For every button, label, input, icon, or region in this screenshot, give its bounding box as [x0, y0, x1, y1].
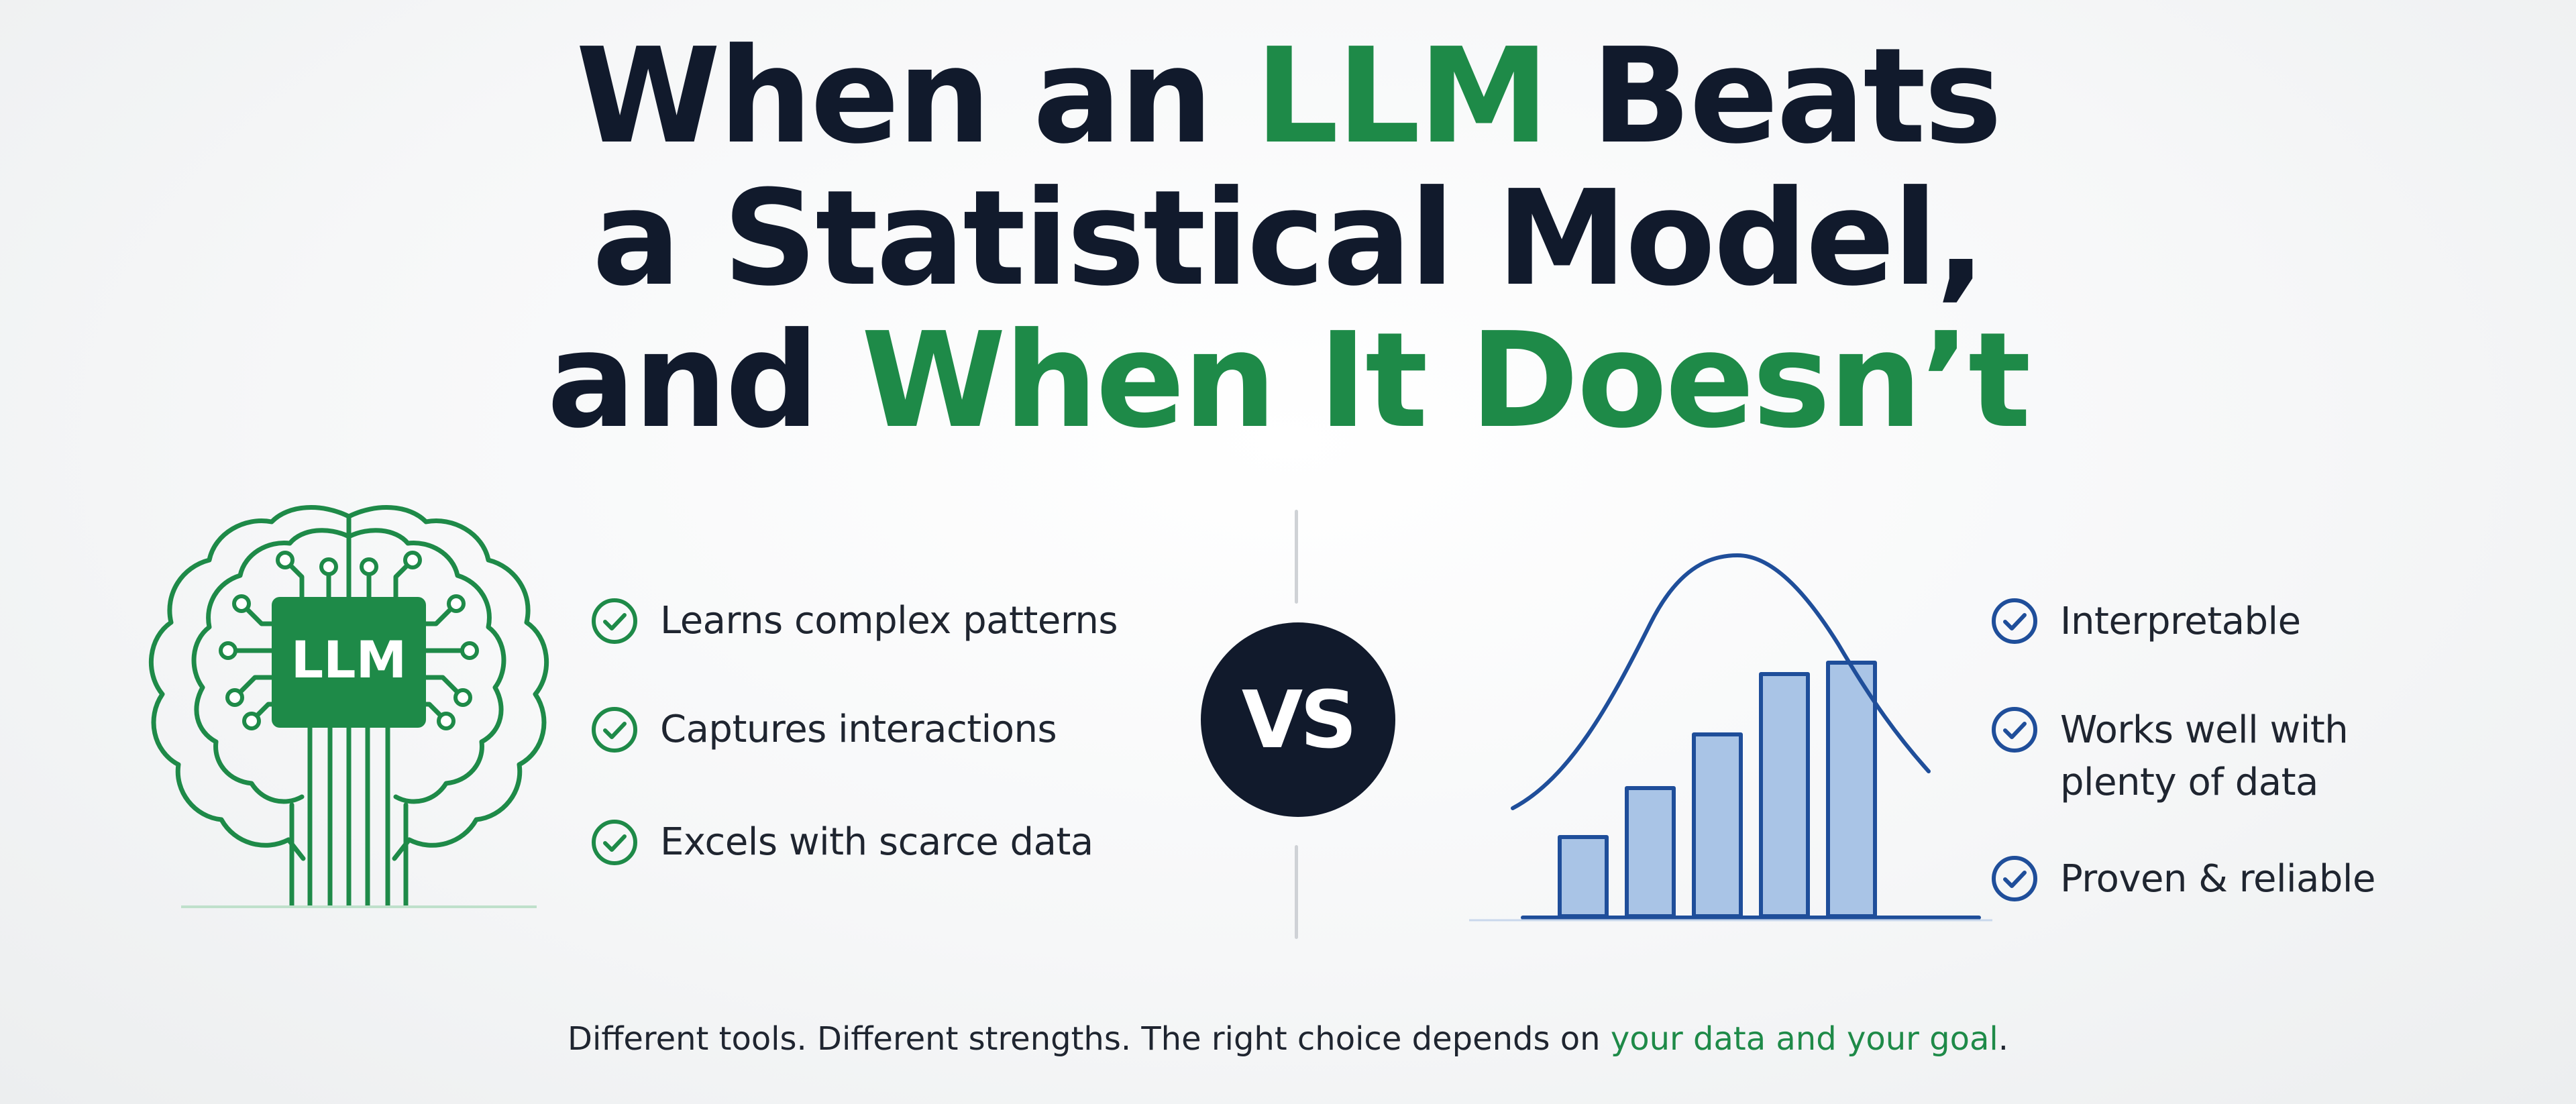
title-accent-when-it-doesnt: When It Doesn’t: [861, 305, 2031, 457]
footer-accent: your data and your goal: [1610, 1020, 1998, 1058]
bell-curve-histogram-icon: [1469, 553, 1992, 922]
list-item-label: Captures interactions: [660, 708, 1057, 751]
llm-chip: [272, 597, 426, 728]
check-circle-icon: [592, 820, 637, 865]
brain-circuit-icon: LLM: [148, 505, 549, 908]
list-item-label: Interpretable: [2060, 600, 2301, 643]
bell-curve: [1511, 553, 1931, 810]
check-circle-icon: [1992, 707, 2037, 753]
check-circle-icon: [1992, 598, 2037, 644]
histogram-bar: [1558, 835, 1609, 918]
footer-caption: Different tools. Different strengths. Th…: [568, 1020, 2008, 1058]
histogram-bar: [1759, 672, 1810, 918]
check-circle-icon: [592, 707, 637, 753]
histogram-bar: [1625, 786, 1676, 918]
histogram-bar: [1826, 661, 1877, 918]
llm-chip-label: LLM: [291, 630, 407, 689]
divider-bottom: [1295, 845, 1298, 939]
list-item-label: Works well with plenty of data: [2060, 708, 2349, 804]
title-accent-llm: LLM: [1254, 20, 1550, 173]
list-item-label: Excels with scarce data: [660, 820, 1093, 864]
title-line-1: When an LLM Beats: [576, 20, 2002, 173]
list-item: Excels with scarce data: [589, 817, 1093, 868]
list-item: Learns complex patterns: [589, 596, 1118, 647]
histogram-bar: [1692, 732, 1743, 918]
title-line-2: a Statistical Model,: [592, 162, 1986, 315]
list-item-label: Learns complex patterns: [660, 599, 1118, 643]
list-item: Interpretable: [1989, 596, 2301, 648]
list-item: Works well with plenty of data: [1989, 704, 2349, 809]
vs-badge: VS: [1201, 622, 1395, 817]
page-title: When an LLM Beats a Statistical Model, a…: [0, 25, 2576, 452]
check-circle-icon: [1992, 856, 2037, 901]
title-line-3: and When It Doesn’t: [547, 305, 2031, 457]
divider-top: [1295, 510, 1298, 604]
list-item: Captures interactions: [589, 704, 1057, 755]
list-item-label: Proven & reliable: [2060, 857, 2375, 901]
check-circle-icon: [592, 598, 637, 644]
list-item: Proven & reliable: [1989, 853, 2375, 905]
